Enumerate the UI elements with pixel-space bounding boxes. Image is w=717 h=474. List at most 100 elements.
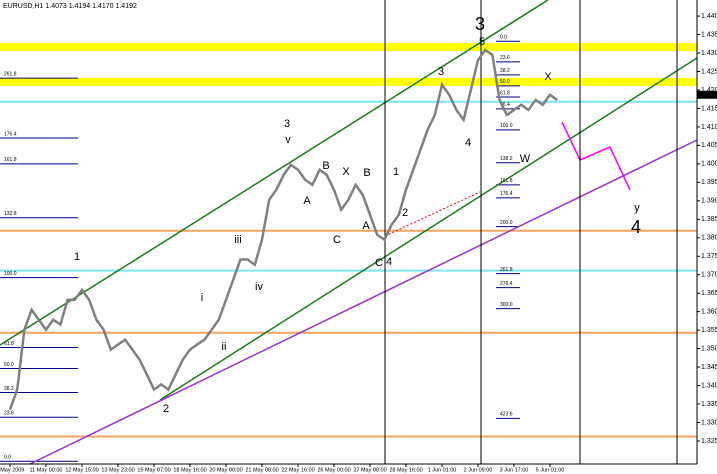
x-tick-label: 2 Jun 09:00 [464, 467, 493, 473]
fib-label: 76.4 [500, 102, 510, 108]
price-tag [697, 90, 717, 99]
fib-label: 261.8 [500, 267, 513, 273]
wave-label: 2 [402, 207, 408, 219]
y-tick-label: 1.3655 [701, 290, 717, 297]
y-tick-label: 1.3705 [701, 272, 717, 279]
x-tick-label: 28 May 16:00 [389, 467, 422, 473]
fib-label: 50.0 [500, 79, 510, 85]
x-tick-label: 15 May 07:00 [137, 467, 170, 473]
y-tick-label: 1.3455 [701, 364, 717, 371]
trend-line [29, 139, 698, 465]
price-tag-label: 1.4192 [698, 92, 717, 99]
fib-label: 276.4 [500, 281, 513, 287]
y-tick-label: 1.3805 [701, 235, 717, 242]
fib-label: 61.8 [500, 90, 510, 96]
fib-label: 161.8 [500, 178, 513, 184]
y-tick-label: 1.4005 [701, 161, 717, 168]
fib-label: 100.0 [500, 123, 513, 129]
wave-label: C [375, 257, 383, 269]
y-tick-label: 1.3305 [701, 419, 717, 426]
x-tick-label: 7 May 2009 [0, 467, 24, 473]
fib-label: 38.2 [4, 386, 14, 392]
y-tick-label: 1.4105 [701, 124, 717, 131]
y-tick-label: 1.3255 [701, 438, 717, 445]
levels: 0.023.638.250.061.8100.0132.8161.8176.42… [0, 35, 697, 462]
wave-label: B [363, 167, 370, 179]
projection [561, 121, 631, 191]
fib-label: 50.0 [4, 362, 14, 368]
wave-label: 3 [475, 14, 485, 34]
y-tick-label: 1.3355 [701, 401, 717, 408]
fib-label: 300.0 [500, 302, 513, 308]
fib-label: 0.0 [4, 455, 11, 461]
chart-title: EURUSD,H1 1.4073 1.4194 1.4170 1.4192 [3, 3, 137, 10]
fib-label: 132.8 [4, 211, 17, 217]
fib-label: 38.2 [500, 68, 510, 74]
dotted-line [384, 191, 481, 237]
wave-label: B [322, 160, 329, 172]
y-tick-label: 1.3755 [701, 253, 717, 260]
x-tick-label: 3 Jun 17:00 [500, 467, 529, 473]
y-tick-label: 1.3855 [701, 216, 717, 223]
wave-label: 2 [163, 403, 169, 415]
wave-label: 3 [284, 118, 290, 130]
wave-label: iv [255, 281, 263, 293]
wave-label: y [634, 202, 640, 214]
wave-label: X [342, 166, 350, 178]
wave-label: X [544, 71, 552, 83]
fib-label: 423.6 [500, 412, 513, 418]
x-tick-label: 11 May 00:00 [30, 467, 63, 473]
fib-label: 100.0 [4, 271, 17, 277]
wave-label: iii [234, 234, 241, 246]
y-tick-label: 1.3605 [701, 308, 717, 315]
wave-label: i [201, 292, 203, 304]
x-tick-label: 26 May 00:00 [317, 467, 350, 473]
wave-label: C [333, 234, 341, 246]
trend-line [159, 57, 698, 401]
y-tick-label: 1.4305 [701, 50, 717, 57]
x-tick-label: 27 May 08:00 [353, 467, 386, 473]
fib-label: 176.4 [4, 131, 17, 137]
x-tick-label: 20 May 00:00 [209, 467, 242, 473]
y-tick-label: 1.3555 [701, 327, 717, 334]
x-tick-label: 1 Jun 01:00 [428, 467, 457, 473]
x-tick-label: 18 May 16:00 [173, 467, 206, 473]
wave-label: 5 [479, 36, 485, 48]
price-line [8, 48, 558, 410]
wave-label: 1 [393, 166, 399, 178]
y-tick-label: 1.4205 [701, 87, 717, 94]
wave-label: W [520, 153, 531, 165]
fib-label: 200.0 [500, 220, 513, 226]
y-tick-label: 1.3905 [701, 198, 717, 205]
x-tick-label: 13 May 23:00 [101, 467, 134, 473]
fib-label: 138.2 [500, 156, 513, 162]
wave-label: 4 [386, 256, 392, 268]
wave-label: 3 [438, 66, 444, 78]
wave-label: 1 [74, 251, 80, 263]
y-tick-label: 1.3505 [701, 345, 717, 352]
trend-line [0, 0, 549, 346]
fib-label: 161.8 [4, 157, 17, 163]
wave-label: A [303, 195, 311, 207]
x-tick-label: 12 May 15:00 [65, 467, 98, 473]
wave-label: 4 [465, 137, 471, 149]
y-tick-label: 1.4355 [701, 31, 717, 38]
y-tick-label: 1.3955 [701, 179, 717, 186]
fib-label: 0.0 [500, 35, 507, 41]
x-tick-label: 5 Jun 01:00 [536, 467, 565, 473]
y-tick-label: 1.3405 [701, 382, 717, 389]
x-tick-label: 21 May 08:00 [245, 467, 278, 473]
x-tick-label: 22 May 16:00 [281, 467, 314, 473]
wave-label: ii [222, 341, 227, 353]
wave-label: 4 [631, 217, 641, 237]
y-tick-label: 1.4055 [701, 142, 717, 149]
fib-label: 61.8 [4, 341, 14, 347]
fib-label: 23.6 [500, 55, 510, 61]
fib-label: 176.4 [500, 191, 513, 197]
y-tick-label: 1.4155 [701, 105, 717, 112]
y-tick-label: 1.4405 [701, 13, 717, 20]
wave-label: A [362, 220, 370, 232]
y-tick-label: 1.4255 [701, 68, 717, 75]
